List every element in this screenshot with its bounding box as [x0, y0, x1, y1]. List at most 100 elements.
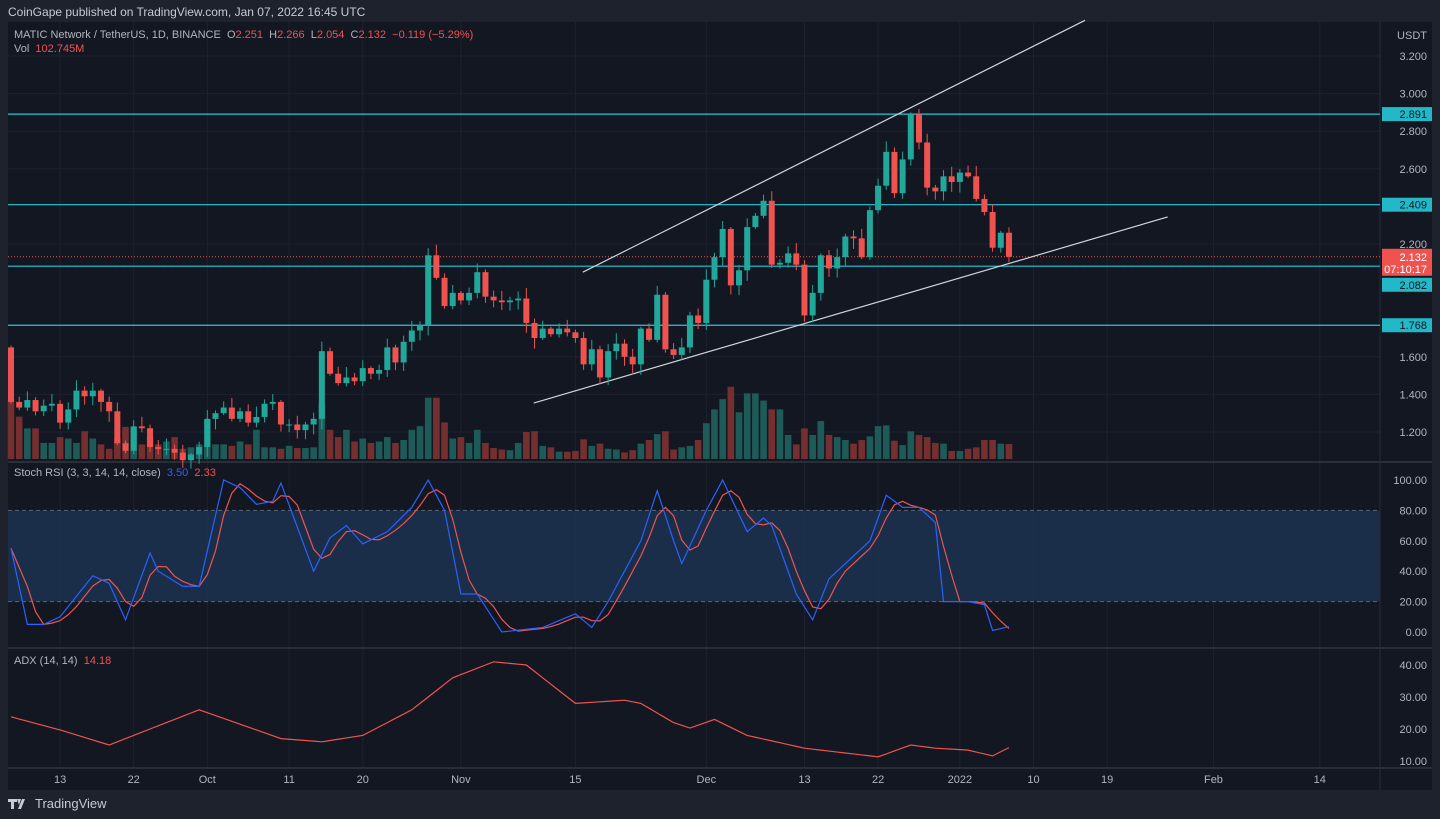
candle-body: [163, 448, 170, 450]
volume-bar: [629, 450, 636, 459]
volume-bar: [964, 448, 972, 459]
volume-bar: [801, 428, 808, 459]
volume-bar: [269, 447, 277, 459]
volume-bar: [686, 445, 694, 459]
volume-bar: [784, 434, 792, 459]
price-tick-label: 2.200: [1399, 239, 1427, 251]
volume-bar: [752, 393, 759, 459]
volume-bar: [555, 451, 563, 459]
candle-body: [89, 390, 96, 397]
candle-body: [73, 390, 80, 410]
date-tick-label: 2022: [948, 774, 972, 786]
volume-bar: [915, 434, 923, 459]
candle-body: [179, 452, 186, 461]
level-price-label-bg: [1382, 197, 1432, 212]
adx-pane: [10, 661, 1010, 758]
volume-bar: [596, 443, 604, 459]
candle-body: [171, 448, 178, 453]
volume-bar: [809, 434, 816, 459]
trendline-upper: [582, 19, 1086, 273]
candle-body: [269, 401, 276, 404]
symbol-name: MATIC Network / TetherUS, 1D, BINANCE: [14, 29, 221, 41]
volume-bar: [588, 445, 596, 459]
candle-body: [32, 400, 39, 412]
stoch-tick-label: 40.00: [1399, 566, 1427, 578]
volume-bar: [253, 429, 260, 459]
candle-body: [474, 272, 481, 293]
price-tick-label: 3.000: [1399, 89, 1427, 101]
level-price-label: 2.082: [1399, 280, 1427, 292]
candle-body: [40, 405, 47, 412]
volume-bar: [490, 448, 497, 459]
stoch-tick-label: 80.00: [1399, 505, 1427, 517]
countdown-label: 07:10:17: [1384, 264, 1427, 276]
volume-bar: [948, 450, 955, 459]
stoch-d-value: 2.33: [194, 467, 216, 479]
volume-bar: [972, 447, 980, 459]
volume-bar: [768, 409, 776, 459]
volume-bar: [1005, 443, 1013, 459]
volume-bar: [465, 442, 473, 459]
candle-body: [376, 369, 383, 374]
candle-body: [727, 228, 734, 286]
volume-bar: [433, 397, 440, 459]
date-tick-label: 10: [1027, 774, 1039, 786]
candle-body: [253, 416, 260, 423]
candle-body: [138, 426, 145, 429]
candle-body: [924, 142, 931, 188]
volume-bar: [449, 438, 457, 459]
volume-bar: [7, 399, 15, 459]
tradingview-footer[interactable]: TradingView: [8, 796, 107, 811]
date-tick-label: 20: [357, 774, 369, 786]
volume-bar: [506, 450, 514, 459]
volume-bar: [956, 450, 964, 459]
volume-bar: [817, 421, 825, 459]
stoch-tick-label: 100.00: [1393, 475, 1427, 487]
volume-bar: [523, 431, 530, 459]
candle-body: [891, 151, 898, 194]
stoch-d-line: [10, 483, 1010, 632]
footer-brand: TradingView: [35, 796, 107, 811]
stoch-rsi-pane: [8, 478, 1380, 633]
volume-bar: [850, 443, 857, 459]
volume-bar: [326, 429, 334, 459]
volume-bar: [891, 440, 898, 459]
candle-body: [997, 232, 1004, 248]
candle-body: [228, 407, 235, 419]
candle-body: [392, 347, 399, 363]
volume-bar: [653, 434, 661, 459]
candle-body: [588, 349, 595, 365]
volume-bar: [351, 441, 358, 459]
candle-body: [736, 270, 743, 286]
open-label: O: [226, 29, 236, 41]
candle-body: [57, 403, 64, 423]
candle-body: [932, 187, 939, 192]
date-tick-label: 22: [872, 774, 884, 786]
candle-body: [678, 347, 685, 355]
volume-bar: [882, 425, 890, 459]
volume-value: 102.745M: [35, 43, 85, 55]
candle-body: [875, 185, 882, 211]
candle-body: [752, 215, 759, 228]
candle-body: [956, 172, 963, 182]
volume-bar: [907, 431, 915, 459]
volume-bar: [645, 440, 653, 459]
last-price-label: 2.132: [1399, 252, 1427, 264]
candle-body: [965, 172, 972, 177]
candle-body: [785, 253, 792, 263]
candle-body: [564, 328, 571, 333]
candle-body: [122, 443, 129, 451]
candle-body: [220, 407, 227, 414]
volume-legend: Vol 102.745M: [14, 43, 84, 55]
candle-body: [155, 447, 162, 449]
candle-body: [196, 447, 203, 455]
volume-bar: [244, 444, 252, 459]
volume-bar: [228, 445, 236, 459]
volume-bar: [441, 422, 448, 459]
candle-body: [613, 343, 620, 352]
adx-value: 14.18: [83, 655, 112, 667]
last-price-label-bg: [1382, 248, 1432, 276]
volume-bar: [24, 428, 31, 459]
candle-body: [204, 418, 211, 448]
